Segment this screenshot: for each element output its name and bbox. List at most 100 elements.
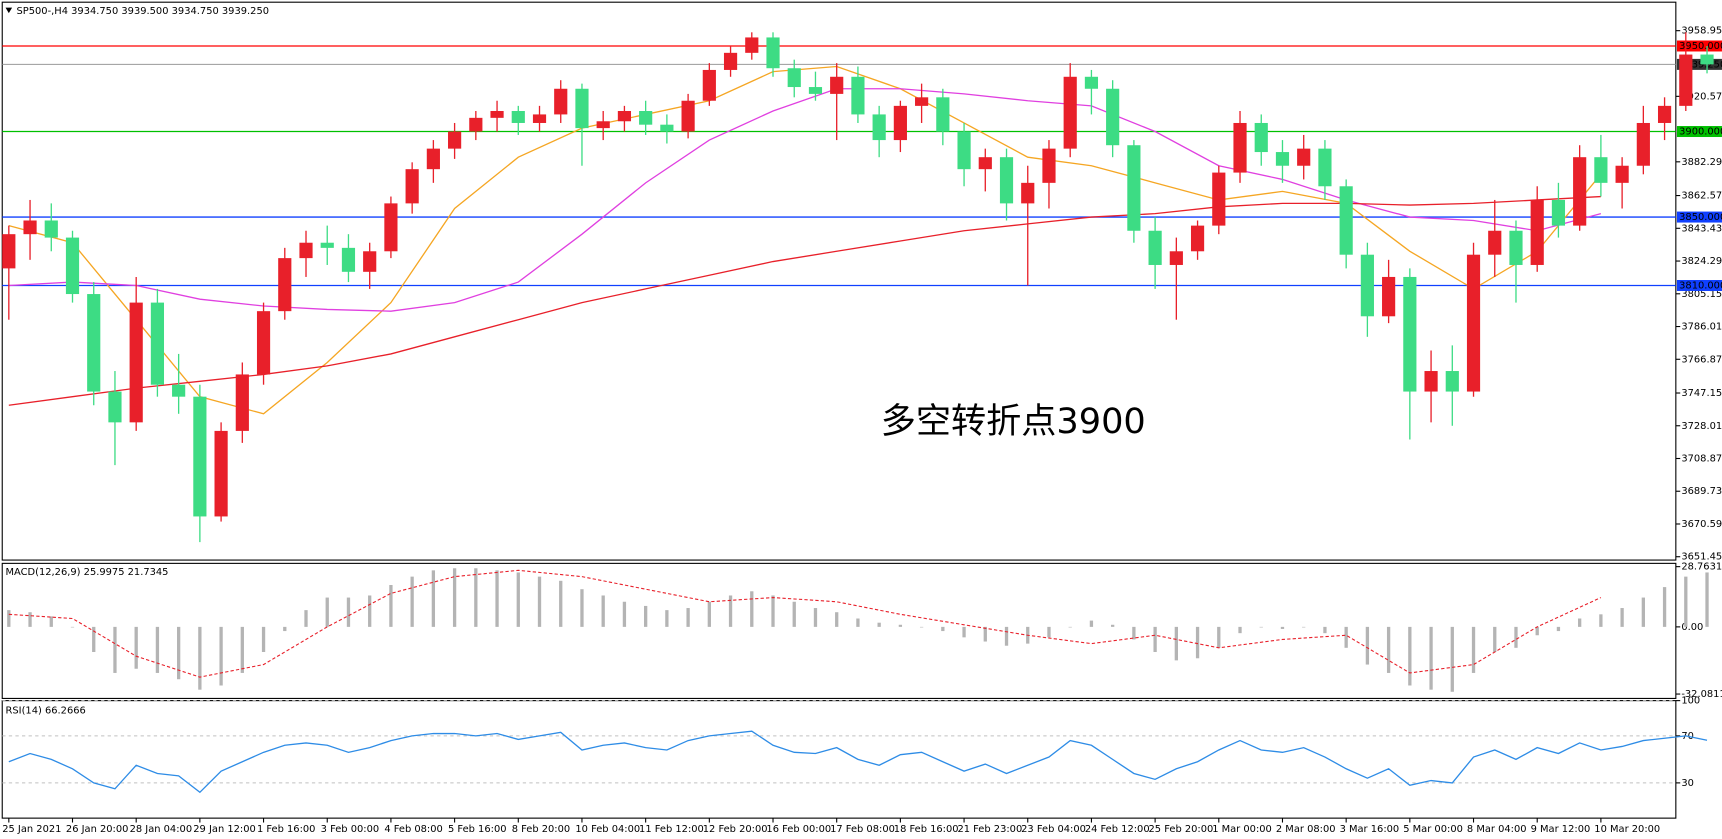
macd-bar	[1153, 626, 1157, 652]
candle-body	[554, 88, 568, 115]
y-tick-label: 3920.570	[1681, 91, 1722, 102]
candle-body	[1339, 186, 1353, 255]
price-level-label: 3810.000	[1679, 280, 1722, 291]
candle-body	[235, 374, 249, 431]
y-tick-label: 3728.010	[1681, 421, 1722, 432]
macd-bar	[601, 595, 605, 627]
y-tick-label: 3824.290	[1681, 256, 1722, 267]
candle-body	[256, 311, 271, 375]
y-tick-label: 3843.430	[1681, 223, 1722, 234]
candle-body	[1466, 254, 1481, 392]
candle-body	[278, 258, 292, 312]
macd-bar	[198, 626, 202, 690]
y-tick-label: 3786.010	[1681, 322, 1722, 333]
moving-average	[8, 65, 1602, 415]
macd-bar	[516, 572, 520, 627]
macd-bar	[283, 626, 287, 632]
macd-bar	[622, 601, 627, 627]
candle-body	[872, 114, 886, 141]
macd-bar	[813, 608, 818, 627]
macd-bar	[1217, 626, 1221, 648]
macd-bar	[261, 626, 266, 652]
macd-bar	[495, 570, 499, 627]
macd-bar	[1280, 626, 1285, 629]
x-tick-label: 25 Jan 2021	[2, 824, 61, 835]
candle-body	[1318, 148, 1332, 187]
price-level-label-bg	[1676, 126, 1722, 138]
candle-body	[808, 87, 823, 94]
x-tick-label: 8 Feb 20:00	[512, 824, 571, 835]
x-tick-label: 11 Feb 12:00	[639, 824, 704, 835]
macd-bar	[919, 626, 924, 628]
x-tick-label: 3 Mar 16:00	[1340, 824, 1400, 835]
macd-bar	[1493, 626, 1497, 652]
x-tick-label: 21 Feb 23:00	[957, 824, 1022, 835]
macd-bar	[1302, 626, 1306, 628]
candle-body	[745, 37, 759, 53]
macd-bar	[559, 580, 563, 627]
candle-body	[1360, 254, 1374, 317]
macd-bar	[346, 597, 351, 627]
macd-bar	[941, 626, 945, 632]
macd-bar	[1111, 624, 1115, 627]
symbol-menu-arrow[interactable]	[5, 7, 13, 14]
candle-body	[1106, 88, 1120, 146]
candle-body	[681, 100, 695, 132]
candle-body	[1275, 152, 1290, 166]
candle-body	[1615, 165, 1629, 183]
candle-body	[532, 114, 547, 123]
x-tick-label: 28 Jan 04:00	[130, 824, 193, 835]
macd-bar	[1684, 576, 1688, 627]
candle-body	[1233, 122, 1247, 173]
candle-body	[915, 97, 929, 106]
macd-bar	[1556, 626, 1561, 632]
candle-body	[1169, 251, 1183, 265]
candle-body	[639, 110, 653, 125]
candle-body	[65, 237, 80, 295]
x-tick-label: 10 Mar 20:00	[1594, 824, 1660, 835]
macd-bar	[304, 610, 308, 627]
macd-bar	[1047, 626, 1051, 638]
candle-body	[1424, 371, 1438, 392]
candle-body	[1594, 157, 1608, 183]
x-tick-label: 12 Feb 20:00	[703, 824, 768, 835]
candle-body	[363, 251, 377, 272]
macd-bar	[219, 626, 223, 686]
macd-bar	[176, 626, 181, 680]
y-tick-label: 3958.950	[1681, 26, 1722, 37]
macd-bar	[368, 595, 372, 627]
macd-bar	[1408, 626, 1412, 686]
macd-bar	[580, 589, 584, 627]
macd-bar	[856, 618, 860, 627]
macd-bar	[644, 605, 648, 627]
candle-body	[596, 121, 610, 129]
y-tick-label: 100	[1681, 696, 1700, 707]
candle-body	[1679, 54, 1693, 106]
macd-bar	[1068, 626, 1072, 628]
macd-bar	[983, 626, 987, 642]
macd-panel	[1, 562, 1677, 699]
macd-bar	[1344, 626, 1348, 648]
x-tick-label: 1 Feb 16:00	[257, 824, 316, 835]
macd-bar	[1429, 626, 1433, 690]
macd-bar	[1662, 587, 1667, 627]
candle-body	[1700, 54, 1714, 65]
price-panel	[1, 1, 1677, 561]
macd-bar	[1174, 626, 1178, 661]
candle-body	[1573, 157, 1587, 226]
candle-body	[1148, 230, 1162, 265]
macd-bar	[898, 624, 903, 627]
macd-bar	[7, 610, 11, 627]
candle-body	[341, 247, 356, 272]
x-tick-label: 5 Feb 16:00	[448, 824, 507, 835]
price-level-label-bg	[1676, 280, 1722, 291]
y-tick-label: 3651.450	[1681, 552, 1722, 563]
candle-body	[469, 117, 483, 132]
x-tick-label: 1 Mar 00:00	[1212, 824, 1272, 835]
macd-bar	[537, 576, 542, 627]
candle-body	[23, 220, 37, 235]
candle-body	[830, 76, 844, 94]
x-tick-label: 8 Mar 04:00	[1467, 824, 1527, 835]
moving-average	[8, 195, 1601, 406]
candle-body	[1530, 199, 1544, 265]
